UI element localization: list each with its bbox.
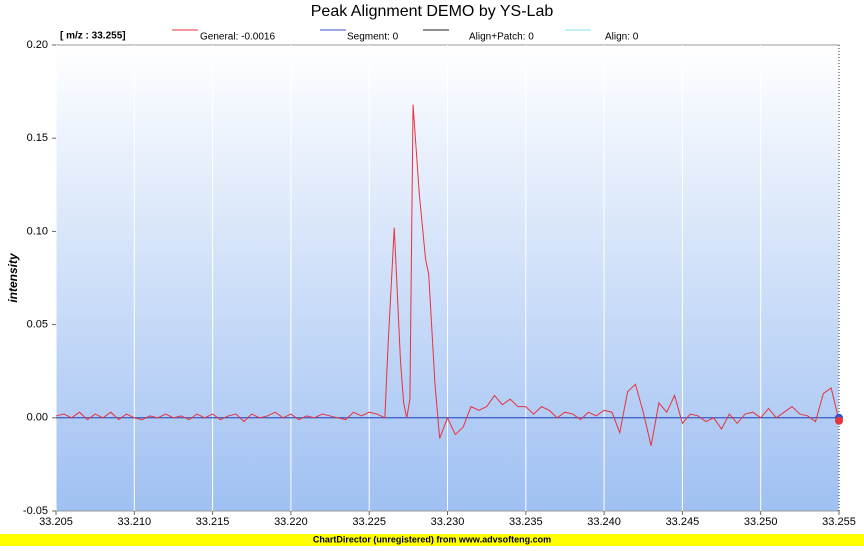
x-tick-label: 33.255 [822,516,856,528]
y-tick-label: -0.05 [23,505,48,517]
x-tick-label: 33.210 [117,516,151,528]
chart-title: Peak Alignment DEMO by YS-Lab [311,3,554,20]
x-tick-label: 33.245 [666,516,700,528]
x-tick-label: 33.225 [352,516,386,528]
x-tick-label: 33.235 [509,516,543,528]
series-line [55,104,840,446]
x-tick-label: 33.205 [39,516,73,528]
y-tick-label: 0.10 [27,225,48,237]
end-marker [835,416,843,425]
footer-bar [0,534,864,546]
y-tick-label: 0.20 [27,39,48,51]
footer: ChartDirector (unregistered) from www.ad… [313,534,551,544]
legend-label: Align: 0 [605,32,639,43]
cursor-label: [ m/z : 33.255] [60,31,126,42]
x-tick-label: 33.240 [587,516,621,528]
x-tick-label: 33.220 [274,516,308,528]
x-tick-label: 33.215 [196,516,230,528]
legend-label: Align+Patch: 0 [469,32,534,43]
x-tick-label: 33.230 [431,516,465,528]
x-tick-label: 33.250 [744,516,778,528]
y-tick-label: 0.00 [27,412,48,424]
legend-label: General: -0.0016 [200,32,275,43]
y-tick-label: 0.15 [27,132,48,144]
y-axis-label: intensity [6,252,20,303]
legend-label: Segment: 0 [347,32,399,43]
y-tick-label: 0.05 [27,319,48,331]
